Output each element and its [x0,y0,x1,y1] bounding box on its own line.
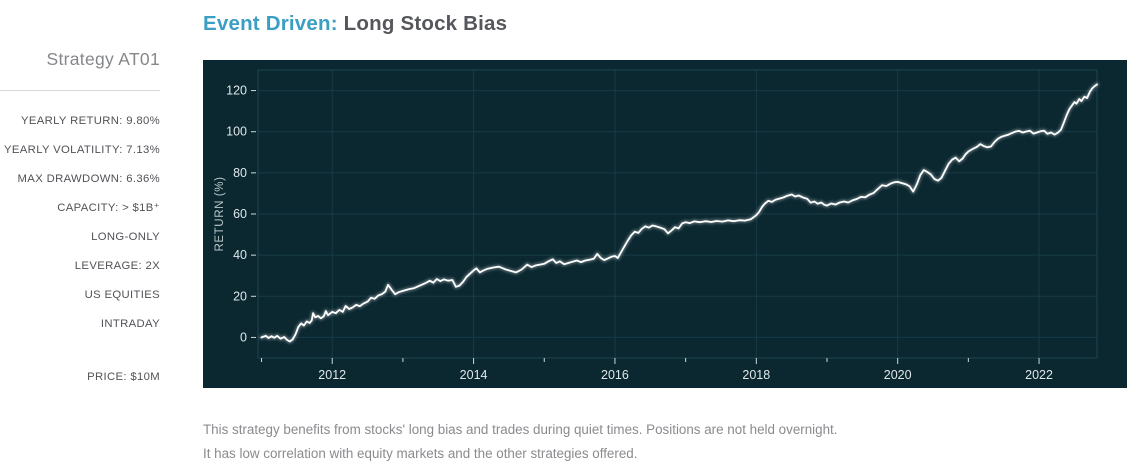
sidebar-divider [0,90,160,91]
stat-intraday: INTRADAY [100,318,160,330]
strategy-category-label: Event Driven: [203,12,338,35]
svg-text:40: 40 [233,248,247,262]
return-series-line [260,83,1098,343]
stat-long-only: LONG-ONLY [91,231,160,243]
svg-text:2014: 2014 [460,368,488,382]
svg-text:2022: 2022 [1025,368,1053,382]
stat-max-drawdown: MAX DRAWDOWN: 6.36% [17,173,160,185]
chart-svg: 0 20 40 60 80 100 120 2012 2014 2016 2018 2020 2022 R… [203,60,1127,388]
strategy-description: This strategy benefits from stocks' long… [203,418,1127,466]
svg-text:60: 60 [233,207,247,221]
strategy-description-line1: This strategy benefits from stocks' long… [203,422,838,437]
y-axis-label: RETURN (%) [214,177,226,252]
strategy-description-line2: It has low correlation with equity marke… [203,446,638,461]
stat-yearly-volatility: YEARLY VOLATILITY: 7.13% [4,144,160,156]
sidebar: Strategy AT01 YEARLY RETURN: 9.80% YEARL… [0,0,160,392]
svg-text:80: 80 [233,166,247,180]
svg-text:2016: 2016 [601,368,629,382]
chart-gridlines [258,70,1097,358]
main-content: Event Driven: Long Stock Bias 0 20 40 60 80 1… [203,0,1127,473]
svg-text:100: 100 [226,125,247,139]
x-axis-ticks: 2012 2014 2016 2018 2020 2022 [261,358,1053,382]
stat-capacity: CAPACITY: > $1B⁺ [57,202,160,214]
svg-text:0: 0 [240,330,247,344]
plot-frame [257,69,1098,359]
page-title: Event Driven: Long Stock Bias [203,10,1127,38]
strategy-name-label: Long Stock Bias [343,12,508,35]
svg-text:120: 120 [226,84,247,98]
svg-text:2012: 2012 [318,368,346,382]
stat-leverage: LEVERAGE: 2X [74,260,160,272]
svg-text:2018: 2018 [742,368,770,382]
svg-text:2020: 2020 [884,368,912,382]
strategy-title: Strategy AT01 [46,49,160,69]
return-line-chart: 0 20 40 60 80 100 120 2012 2014 2016 2018 2020 2022 R… [203,60,1127,388]
stat-yearly-return: YEARLY RETURN: 9.80% [20,115,160,127]
y-axis-ticks: 0 20 40 60 80 100 120 [226,84,256,344]
stat-us-equities: US EQUITIES [84,289,160,301]
chart-background [203,60,1127,388]
svg-text:20: 20 [233,289,247,303]
stat-price: PRICE: $10M [87,371,160,383]
strategy-stats: YEARLY RETURN: 9.80% YEARLY VOLATILITY: … [0,107,160,392]
